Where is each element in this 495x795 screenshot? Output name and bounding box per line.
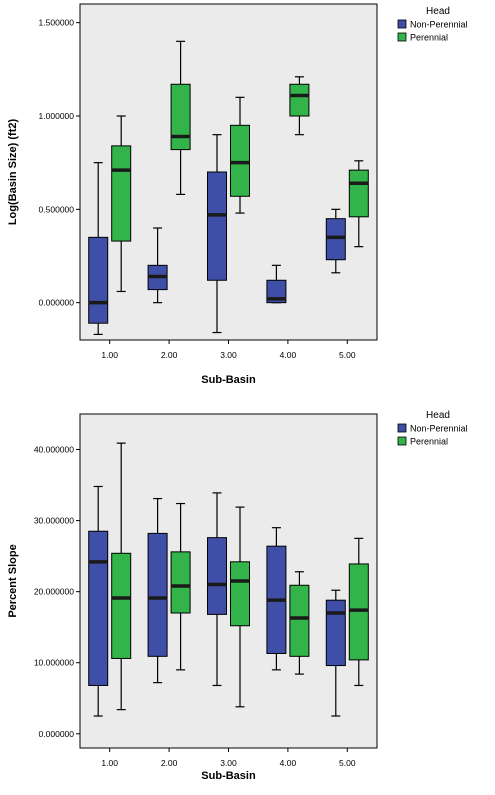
x-tick-label: 4.00 [280,758,297,768]
legend-label: Perennial [410,437,448,447]
x-tick-label: 2.00 [161,350,178,360]
legend: Head Non-Perennial Perennial [397,410,468,447]
box-iqr [170,551,191,614]
box-perennial-2 [170,502,191,671]
x-tick-label: 4.00 [280,350,297,360]
box-iqr [348,169,369,218]
box-iqr [207,537,227,615]
box-perennial-1 [111,115,132,293]
box-non-perennial-1 [88,162,109,335]
box-non-perennial-1 [88,485,109,717]
y-tick-label: 1.500000 [39,18,75,28]
legend-label: Perennial [410,33,448,43]
x-tick-label: 3.00 [220,350,237,360]
box-iqr [325,599,346,667]
x-tick-label: 3.00 [220,758,237,768]
y-axis-title: Log(Basin Size) (ft2) [7,119,19,226]
box-iqr [147,532,168,657]
legend-label: Non-Perennial [410,424,468,434]
y-tick-label: 20.000000 [34,587,74,597]
x-tick-label: 2.00 [161,758,178,768]
box-non-perennial-2 [147,497,168,684]
chart-basin-size-svg: 0.000000 0.500000 1.000000 1.500000 1.00 2.00… [7,3,468,386]
box-perennial-3 [230,506,250,708]
legend-swatch [397,436,407,446]
box-non-perennial-4 [266,527,287,671]
box-iqr [325,218,346,261]
box-iqr [207,171,227,281]
box-perennial-2 [170,40,191,195]
x-tick-label: 1.00 [101,350,118,360]
y-tick-label: 30.000000 [34,516,74,526]
box-non-perennial-5 [325,589,346,717]
box-perennial-4 [289,76,310,136]
box-perennial-4 [289,571,310,675]
y-tick-label: 0.500000 [39,204,75,214]
legend-swatch [397,32,407,42]
box-iqr [88,530,109,686]
box-perennial-5 [348,160,369,248]
legend-title: Head [426,410,450,421]
legend-label: Non-Perennial [410,20,468,30]
legend-title: Head [426,6,450,17]
x-tick-label: 5.00 [339,758,356,768]
box-perennial-3 [230,96,250,214]
y-tick-label: 10.000000 [34,658,74,668]
chart-percent-slope-svg: 0.000000 10.000000 20.000000 30.000000 40.00… [7,410,468,782]
y-tick-label: 0.000000 [39,729,75,739]
y-tick-label: 40.000000 [34,445,74,455]
box-iqr [289,584,310,657]
legend-swatch [397,19,407,29]
box-iqr [230,561,250,627]
box-iqr [170,83,191,151]
box-iqr [266,279,287,304]
x-tick-label: 1.00 [101,758,118,768]
x-axis-title: Sub-Basin [201,770,256,782]
box-non-perennial-4 [266,264,287,304]
chart-basin-size: 0.000000 0.500000 1.000000 1.500000 1.00 2.00… [0,0,495,395]
x-axis-title: Sub-Basin [201,374,256,386]
box-non-perennial-2 [147,227,168,304]
box-perennial-1 [111,442,132,711]
box-iqr [348,563,369,661]
box-non-perennial-3 [207,492,227,687]
box-iqr [111,145,132,242]
box-non-perennial-5 [325,208,346,274]
y-axis-title: Percent Slope [7,544,19,617]
box-iqr [111,552,132,659]
box-perennial-5 [348,537,369,687]
box-iqr [88,236,109,324]
chart-percent-slope: 0.000000 10.000000 20.000000 30.000000 40.00… [0,398,495,795]
y-tick-label: 0.000000 [39,298,75,308]
box-iqr [289,83,310,117]
legend: Head Non-Perennial Perennial [397,6,468,43]
x-tick-label: 5.00 [339,350,356,360]
y-tick-label: 1.000000 [39,111,75,121]
box-iqr [230,124,250,197]
box-non-perennial-3 [207,134,227,334]
legend-swatch [397,423,407,433]
